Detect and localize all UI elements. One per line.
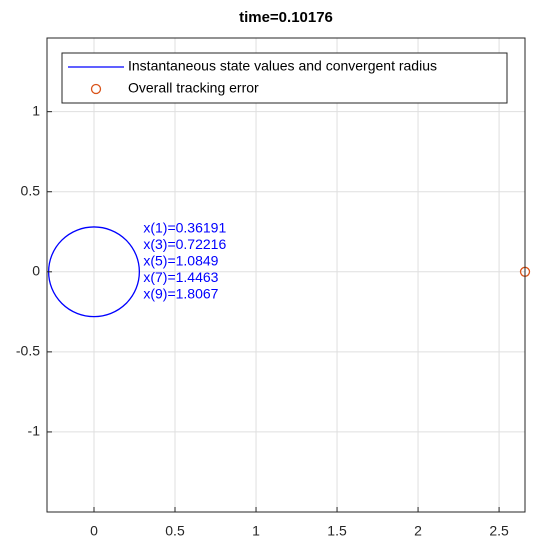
x-tick-label: 0.5 <box>165 523 185 539</box>
chart-title: time=0.10176 <box>239 9 333 26</box>
state-annotation: x(9)=1.8067 <box>143 286 218 302</box>
plot-area: x(1)=0.36191x(3)=0.72216x(5)=1.0849x(7)=… <box>47 220 531 318</box>
legend: Instantaneous state values and convergen… <box>61 52 508 104</box>
x-tick-label: 1.5 <box>327 523 347 539</box>
state-annotation: x(1)=0.36191 <box>143 220 226 236</box>
state-annotation: x(3)=0.72216 <box>143 236 226 252</box>
legend-label: Overall tracking error <box>128 80 259 96</box>
legend-box <box>61 52 508 104</box>
x-tick-label: 1 <box>252 523 260 539</box>
y-tick-label: -0.5 <box>16 343 40 359</box>
state-annotation: x(7)=1.4463 <box>143 269 218 285</box>
legend-label: Instantaneous state values and convergen… <box>128 58 437 74</box>
grid <box>47 38 525 512</box>
state-annotation: x(5)=1.0849 <box>143 253 218 269</box>
axes-box <box>46 37 526 513</box>
y-tick-label: 1 <box>32 102 40 118</box>
x-tick-label: 2.5 <box>489 523 509 539</box>
y-tick-label: -1 <box>28 423 41 439</box>
y-tick-label: 0 <box>32 263 40 279</box>
y-tick-label: 0.5 <box>21 182 41 198</box>
x-tick-label: 2 <box>414 523 422 539</box>
x-tick-label: 0 <box>90 523 98 539</box>
legend-marker-symbol <box>90 83 102 95</box>
ticks: 0 0.5 1 1.5 2 2.5 -1 -0.5 0 0.5 1 <box>16 102 509 538</box>
